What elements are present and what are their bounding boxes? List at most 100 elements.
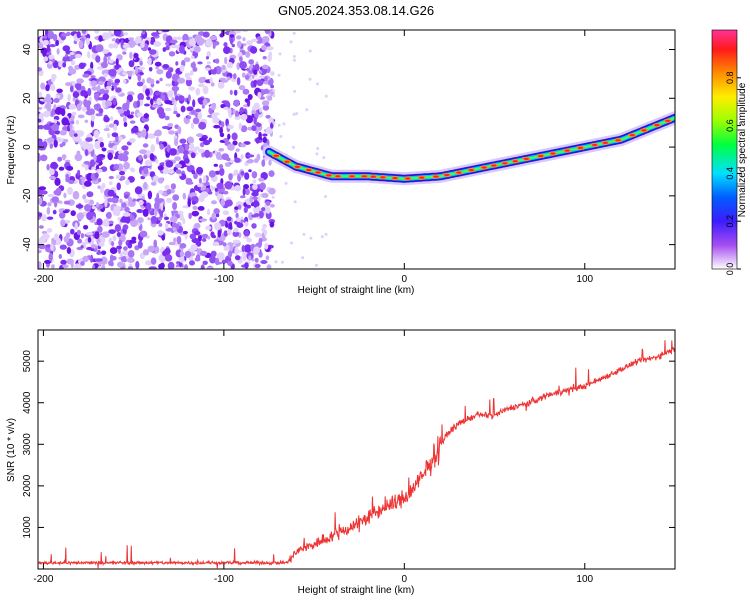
noise-speckle [116,245,122,250]
noise-speckle [91,86,99,91]
noise-speckle [184,157,190,164]
noise-speckle [169,148,177,156]
noise-speckle [50,83,56,91]
noise-speckle [137,73,142,82]
noise-speckle [101,250,107,256]
noise-speckle [109,116,114,121]
noise-speckle [76,78,84,84]
noise-speckle [191,200,196,205]
noise-speckle [198,234,202,242]
noise-speckle [137,66,146,70]
noise-speckle [97,84,101,92]
noise-speckle [289,40,293,44]
noise-speckle [169,216,178,223]
noise-speckle [309,236,313,240]
noise-speckle [108,175,114,180]
noise-speckle [144,103,150,107]
noise-speckle [315,152,319,156]
noise-speckle [87,87,92,97]
noise-speckle [98,108,104,114]
noise-speckle [119,170,125,176]
noise-speckle [117,261,124,268]
noise-speckle [49,168,55,176]
noise-speckle [211,200,217,205]
noise-speckle [130,168,136,173]
noise-speckle [183,264,189,269]
noise-speckle [162,47,167,52]
noise-speckle [174,266,180,269]
noise-speckle [262,133,268,137]
noise-speckle [108,220,114,224]
noise-speckle [251,74,255,79]
ridge-peak-core [326,174,332,177]
noise-speckle [264,242,269,250]
noise-speckle [38,249,42,254]
noise-speckle [74,222,78,231]
noise-speckle [255,137,260,144]
noise-speckle [94,104,98,111]
noise-speckle [205,67,211,71]
noise-speckle [136,81,144,87]
noise-speckle [83,225,89,230]
noise-speckle [62,210,69,214]
noise-speckle [171,97,175,105]
noise-speckle [268,159,272,166]
noise-speckle [195,240,202,247]
noise-speckle [173,110,178,115]
noise-speckle [208,170,216,178]
noise-speckle [226,61,233,69]
noise-speckle [67,93,71,102]
noise-speckle [66,258,74,265]
noise-speckle [46,44,51,53]
noise-speckle [224,56,228,65]
noise-speckle [174,81,179,86]
noise-speckle [179,45,185,54]
noise-speckle [154,201,160,211]
noise-speckle [38,112,47,117]
noise-speckle [113,42,119,49]
noise-speckle [69,56,73,62]
noise-speckle [132,198,137,202]
noise-speckle [98,241,105,247]
noise-speckle [66,165,74,171]
noise-speckle [108,43,115,49]
noise-speckle [267,79,274,86]
noise-speckle [254,232,262,238]
noise-speckle [246,237,252,243]
noise-speckle [193,45,201,53]
noise-speckle [125,216,131,224]
noise-speckle [228,173,233,181]
noise-speckle [53,98,60,103]
noise-speckle [113,156,119,160]
noise-speckle [194,257,201,262]
noise-speckle [111,33,115,37]
noise-speckle [70,210,76,217]
noise-speckle [111,132,119,138]
noise-speckle [122,224,129,230]
noise-speckle [234,185,241,192]
noise-speckle [198,121,207,130]
noise-speckle [175,223,180,230]
noise-speckle [184,72,190,79]
noise-speckle [100,256,108,265]
noise-speckle [46,207,51,215]
noise-speckle [190,122,195,130]
noise-speckle [257,196,261,202]
noise-speckle [211,102,216,111]
noise-speckle [95,44,104,53]
noise-speckle [183,57,191,63]
noise-speckle [274,260,278,264]
noise-speckle [69,51,75,56]
noise-speckle [76,229,81,236]
noise-speckle [153,132,159,137]
noise-speckle [252,200,260,208]
noise-speckle [232,140,238,146]
noise-speckle [143,113,150,119]
noise-speckle [217,229,222,238]
noise-speckle [190,109,196,115]
noise-speckle [193,172,198,180]
noise-speckle [96,251,102,255]
noise-speckle [114,64,120,70]
noise-speckle [148,266,157,269]
noise-speckle [207,266,213,269]
